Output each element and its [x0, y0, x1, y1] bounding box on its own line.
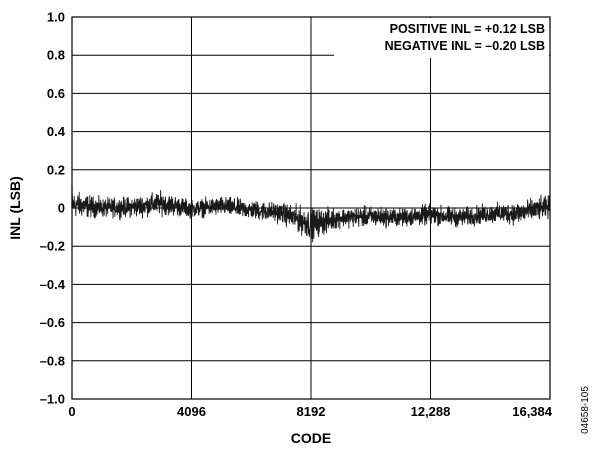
y-tick-label: 0.6 [47, 86, 65, 101]
y-axis-title: INL (LSB) [7, 176, 23, 240]
y-tick-label: –0.6 [40, 315, 65, 330]
plot-area [71, 16, 551, 400]
y-tick-label: 0.4 [47, 124, 66, 139]
x-tick-label: 4096 [177, 404, 206, 419]
x-tick-label: 16,384 [512, 404, 553, 419]
y-tick-label: –1.0 [40, 392, 65, 407]
annotation-negative-inl: NEGATIVE INL = –0.20 LSB [385, 39, 545, 53]
y-tick-label: 1.0 [47, 10, 65, 25]
y-tick-label: 0.8 [47, 48, 65, 63]
annotation-box [334, 18, 549, 58]
x-tick-label: 0 [68, 404, 75, 419]
x-axis-title: CODE [291, 430, 331, 446]
y-tick-label: –0.2 [40, 239, 65, 254]
x-tick-label: 8192 [297, 404, 326, 419]
x-axis: 0 4096 8192 12,288 16,384 [68, 404, 552, 419]
y-axis: –1.0 –0.8 –0.6 –0.4 –0.2 0 0.2 0.4 0.6 0.8 1.0 [40, 10, 66, 407]
x-tick-label: 12,288 [411, 404, 451, 419]
y-tick-label: –0.4 [40, 277, 66, 292]
y-tick-label: 0.2 [47, 162, 65, 177]
y-tick-label: 0 [58, 201, 65, 216]
annotation-positive-inl: POSITIVE INL = +0.12 LSB [390, 22, 545, 36]
figure-id: 04658-105 [580, 386, 591, 434]
y-tick-label: –0.8 [40, 353, 65, 368]
